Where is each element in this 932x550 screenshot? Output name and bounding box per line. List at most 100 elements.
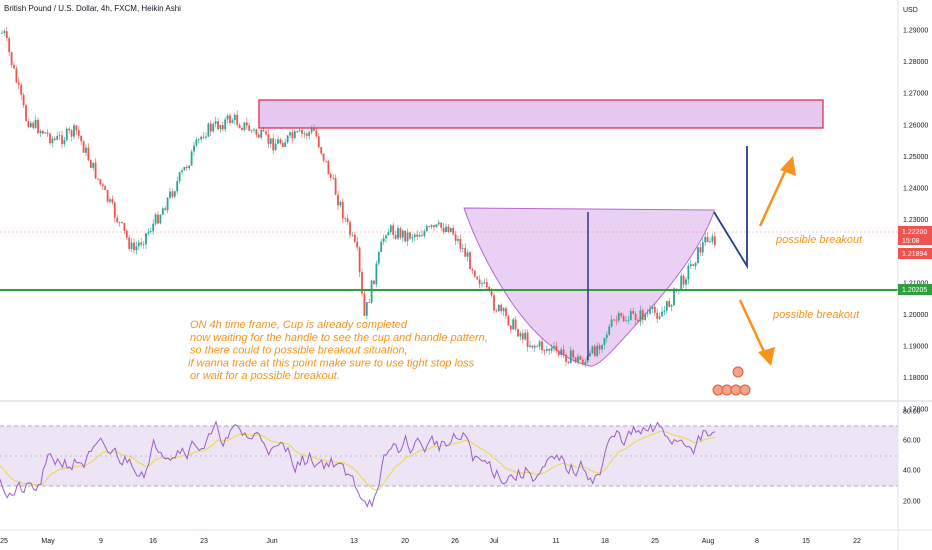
candle-body — [281, 143, 284, 147]
candle-body — [433, 225, 435, 228]
candle-body — [365, 302, 368, 316]
candle-body — [200, 136, 203, 140]
rsi-moving-average — [0, 430, 716, 491]
candle-body — [406, 232, 409, 242]
candle-body — [461, 248, 464, 249]
breakout-down-arrow[interactable] — [738, 299, 775, 366]
candle-body — [130, 242, 133, 249]
candle-body — [190, 151, 193, 166]
breakout-up-label: possible breakout — [775, 234, 863, 246]
candle-body — [193, 145, 195, 152]
support-price-badge-bg — [898, 284, 932, 295]
candle-body — [298, 130, 301, 132]
candle-body — [63, 139, 66, 145]
candle-body — [704, 236, 707, 243]
candle-body — [145, 233, 147, 245]
rsi-line — [0, 420, 716, 508]
candle-body — [293, 131, 296, 139]
breakout-up-arrow[interactable] — [758, 156, 796, 227]
candle-body — [118, 221, 121, 223]
candle-body — [68, 128, 71, 131]
candle-body — [445, 226, 447, 232]
candle-body — [473, 270, 476, 277]
candle-body — [512, 319, 515, 330]
candle-body — [61, 135, 63, 145]
rsi-tick: 60.00 — [903, 438, 921, 445]
candle-body — [620, 313, 623, 316]
candle-body — [399, 228, 402, 238]
candle-body — [653, 306, 656, 313]
price-tick: 1.27000 — [903, 91, 928, 98]
candle-body — [574, 357, 577, 363]
candle-body — [269, 138, 272, 144]
candle-body — [137, 242, 140, 247]
candle-body — [92, 162, 95, 168]
candle-body — [368, 302, 371, 303]
candle-body — [183, 166, 186, 171]
candle-body — [279, 139, 282, 144]
support-price-badge: 1.20205 — [898, 284, 932, 295]
candle-body — [327, 161, 330, 175]
candle-body — [346, 218, 349, 222]
candle-body — [699, 247, 702, 253]
candle-body — [382, 238, 385, 242]
candle-body — [637, 320, 639, 322]
candle-body — [250, 130, 253, 131]
candle-body — [142, 244, 145, 245]
chart-title: British Pound / U.S. Dollar, 4h, FXCM, H… — [4, 4, 181, 13]
analysis-note-line: so there could to possible breakout situ… — [190, 345, 408, 357]
candle-body — [581, 359, 584, 365]
candle-body — [49, 133, 51, 144]
handle-projection[interactable] — [713, 146, 748, 270]
price-tick: 1.21000 — [903, 280, 928, 287]
candle-body — [370, 280, 373, 303]
candle-body — [519, 333, 522, 337]
candle-body — [351, 234, 354, 236]
candle-body — [267, 134, 270, 144]
candle-body — [485, 282, 488, 288]
candle-body — [589, 353, 591, 357]
time-tick: 25 — [0, 538, 8, 545]
candle-body — [548, 349, 551, 351]
candle-body — [706, 236, 709, 242]
candle-body — [428, 226, 431, 227]
analysis-note: ON 4h time frame, Cup is already complet… — [188, 319, 488, 382]
time-axis[interactable]: 25 May 9 16 23 Jun 13 20 26 Jul 11 18 25 Aug 8 15 22 — [0, 538, 861, 545]
candle-body — [579, 356, 582, 360]
candle-body — [8, 38, 11, 53]
candle-body — [476, 276, 479, 280]
candle-body — [685, 279, 687, 285]
candle-body — [680, 275, 683, 289]
candle-body — [440, 222, 443, 228]
candle-body — [353, 234, 356, 242]
candle-body — [697, 247, 699, 264]
candle-body — [65, 128, 68, 140]
time-tick: May — [41, 538, 55, 545]
candle-body — [634, 313, 637, 321]
candle-body — [133, 242, 135, 251]
candle-body — [5, 31, 8, 39]
candle-body — [442, 227, 445, 232]
candle-body — [694, 263, 697, 267]
cup-shape[interactable] — [463, 207, 715, 367]
time-tick: 13 — [350, 538, 358, 545]
candle-body — [651, 306, 654, 309]
candle-body — [529, 345, 531, 347]
analysis-note-line: or wait for a possible breakout. — [190, 370, 340, 382]
candle-body — [584, 362, 587, 365]
candle-body — [149, 231, 152, 233]
candle-body — [373, 280, 375, 285]
resistance-zone[interactable] — [258, 99, 824, 129]
candle-body — [308, 132, 311, 136]
candle-body — [325, 160, 327, 162]
candles — [1, 26, 716, 368]
event-icons[interactable] — [712, 366, 751, 396]
candle-body — [713, 236, 716, 246]
candle-body — [394, 234, 397, 239]
candle-body — [111, 199, 114, 203]
price-tick: 1.28000 — [903, 59, 928, 66]
time-tick: 11 — [552, 538, 559, 545]
price-axis[interactable]: 1.29000 1.28000 1.27000 1.26000 1.25000 1.240… — [903, 28, 928, 414]
candle-body — [550, 347, 553, 351]
